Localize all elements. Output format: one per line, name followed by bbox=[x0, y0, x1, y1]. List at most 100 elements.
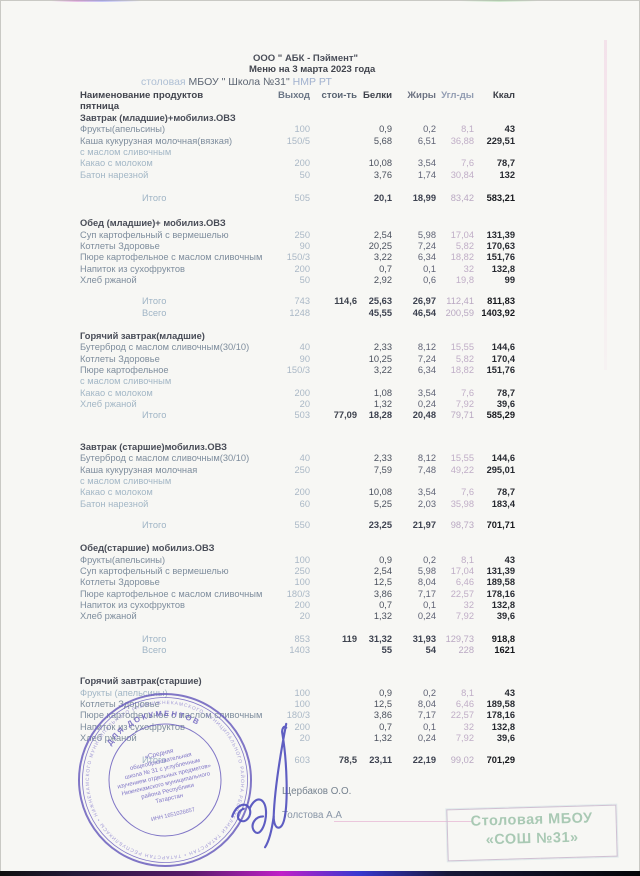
belki-value: 18,28 bbox=[368, 410, 392, 421]
dish-name: Хлеб ржаной bbox=[80, 274, 137, 285]
zhiry-value: 0,2 bbox=[423, 554, 436, 565]
zhiry-value: 7,24 bbox=[417, 353, 436, 364]
stoimost-value bbox=[310, 577, 357, 588]
belki-value: 7,59 bbox=[373, 464, 392, 475]
uglevody-value: 49,22 bbox=[450, 464, 474, 475]
vykhod-value: 743 bbox=[294, 296, 310, 307]
dish-row: Бутерброд с маслом сливочным(30/10) 40 2,3… bbox=[80, 342, 515, 353]
uglevody-value: 7,92 bbox=[455, 611, 474, 622]
kkal-value: 132,8 bbox=[491, 263, 515, 274]
kkal-value: 585,29 bbox=[486, 410, 515, 421]
vykhod-value: 50 bbox=[299, 169, 310, 180]
dish-row: Какао с молоком 200 1,08 3,54 7,6 78,7 bbox=[80, 388, 515, 399]
dish-name: Батон нарезной bbox=[80, 498, 149, 509]
vykhod-value: 100 bbox=[294, 687, 310, 698]
total-row: Итого 505 20,1 18,99 83,42 583,21 bbox=[80, 193, 515, 204]
stoimost-value bbox=[310, 499, 357, 510]
dish-row-continuation: с маслом сливочным bbox=[80, 147, 515, 158]
stoimost-value bbox=[310, 365, 357, 376]
belki-value: 0,7 bbox=[379, 599, 392, 610]
vykhod-value: 100 bbox=[294, 577, 310, 588]
belki-value: 3,86 bbox=[373, 710, 392, 721]
vykhod-value: 503 bbox=[294, 410, 310, 421]
weekday-label: пятница bbox=[80, 101, 120, 112]
stoimost-value bbox=[310, 241, 357, 252]
vykhod-value: 200 bbox=[294, 387, 310, 398]
stoimost-value bbox=[310, 453, 357, 464]
belki-value: 20,25 bbox=[368, 240, 392, 251]
total-label: Итого bbox=[142, 633, 167, 644]
stoimost-value bbox=[310, 733, 357, 744]
uglevody-value: 17,04 bbox=[450, 229, 474, 240]
dish-row: Бутерброд с маслом сливочным(30/10) 40 2,3… bbox=[80, 453, 515, 464]
canteen-title: столовая МБОУ " Школа №31" НМР РТ bbox=[141, 76, 332, 88]
dish-name: Напиток из сухофруктов bbox=[80, 721, 185, 732]
dish-name: Хлеб ржаной bbox=[80, 611, 137, 622]
stoimost-value bbox=[310, 611, 357, 622]
dish-row: Фрукты(апельсины) 100 0,9 0,2 8,1 43 bbox=[80, 555, 515, 566]
vykhod-value: 20 bbox=[299, 398, 310, 409]
dish-name-continuation: с маслом сливочным bbox=[80, 376, 172, 387]
scan-edge-top bbox=[0, 0, 640, 2]
dish-row: Суп картофельный с вермешелью 250 2,54 5,98… bbox=[80, 566, 515, 577]
dish-name: Бутерброд с маслом сливочным(30/10) bbox=[80, 453, 250, 464]
dish-name-continuation: с маслом сливочным bbox=[80, 146, 172, 157]
col-header-name: Наименование продуктов bbox=[80, 90, 204, 101]
vykhod-value: 40 bbox=[299, 342, 310, 353]
vykhod-value: 200 bbox=[294, 599, 310, 610]
vykhod-value: 200 bbox=[294, 487, 310, 498]
belki-value: 0,9 bbox=[379, 124, 392, 135]
kkal-value: 132,8 bbox=[491, 721, 515, 732]
uglevody-value: 15,55 bbox=[450, 453, 474, 464]
dish-name: Фрукты(апельсины) bbox=[80, 124, 166, 135]
stoimost-value bbox=[310, 252, 357, 263]
dish-name: Котлеты Здоровье bbox=[80, 240, 160, 251]
vykhod-value: 603 bbox=[294, 755, 310, 766]
uglevody-value: 18,82 bbox=[450, 252, 474, 263]
vykhod-value: 180/3 bbox=[286, 588, 310, 599]
zhiry-value: 5,98 bbox=[417, 566, 436, 576]
vykhod-value: 100 bbox=[294, 124, 310, 135]
kkal-value: 144,6 bbox=[491, 342, 515, 353]
dish-name: Котлеты Здоровье bbox=[80, 698, 160, 709]
canteen-title-prefix: столовая bbox=[141, 76, 186, 88]
zhiry-value: 2,03 bbox=[417, 498, 436, 509]
belki-value: 45,55 bbox=[368, 307, 392, 318]
kkal-value: 43 bbox=[504, 554, 515, 565]
dish-row-continuation: с маслом сливочным bbox=[80, 376, 515, 387]
col-header-vykhod: Выход bbox=[277, 90, 310, 101]
kkal-value: 170,4 bbox=[491, 353, 515, 364]
vykhod-value: 50 bbox=[299, 274, 310, 285]
dish-row: Пюре картофельное 150/3 3,22 6,34 18,82 151,7… bbox=[80, 365, 515, 376]
total-label: Всего bbox=[142, 644, 167, 655]
dish-row: Пюре картофельное с маслом сливочным 150/… bbox=[80, 252, 515, 263]
dish-row: Фрукты (апельсины) 100 0,9 0,2 8,1 43 bbox=[80, 688, 515, 699]
total-label: Всего bbox=[142, 307, 167, 318]
dish-name: Напиток из сухофруктов bbox=[80, 599, 185, 610]
zhiry-value: 6,51 bbox=[417, 135, 436, 146]
uglevody-value: 7,92 bbox=[455, 732, 474, 743]
uglevody-value: 35,98 bbox=[450, 498, 474, 509]
belki-value: 3,22 bbox=[373, 252, 392, 263]
vykhod-value: 60 bbox=[299, 498, 310, 509]
uglevody-value: 19,8 bbox=[455, 274, 474, 285]
zhiry-value: 8,12 bbox=[417, 342, 436, 353]
dish-name: Пюре картофельное с маслом сливочным bbox=[80, 710, 263, 721]
uglevody-value: 17,04 bbox=[450, 566, 474, 576]
stoimost-value bbox=[310, 600, 357, 611]
belki-value: 0,7 bbox=[379, 263, 392, 274]
vykhod-value: 1248 bbox=[289, 307, 310, 318]
vykhod-value: 200 bbox=[294, 721, 310, 732]
zhiry-value: 18,99 bbox=[412, 192, 436, 203]
belki-value: 31,32 bbox=[368, 633, 392, 644]
zhiry-value: 26,97 bbox=[412, 296, 436, 307]
kkal-value: 918,8 bbox=[491, 633, 515, 644]
stoimost-value bbox=[310, 555, 357, 566]
total-row: Итого 853 119 31,32 31,93 129,73 918,8 bbox=[80, 634, 515, 645]
kkal-value: 39,6 bbox=[496, 732, 515, 743]
dish-name: Хлеб ржаной bbox=[80, 732, 137, 743]
kkal-value: 701,71 bbox=[486, 520, 515, 531]
rect-stamp-line2: «СОШ №31» bbox=[485, 829, 579, 849]
section-title: Горячий завтрак(старшие) bbox=[80, 676, 202, 687]
belki-value: 23,11 bbox=[369, 755, 392, 766]
